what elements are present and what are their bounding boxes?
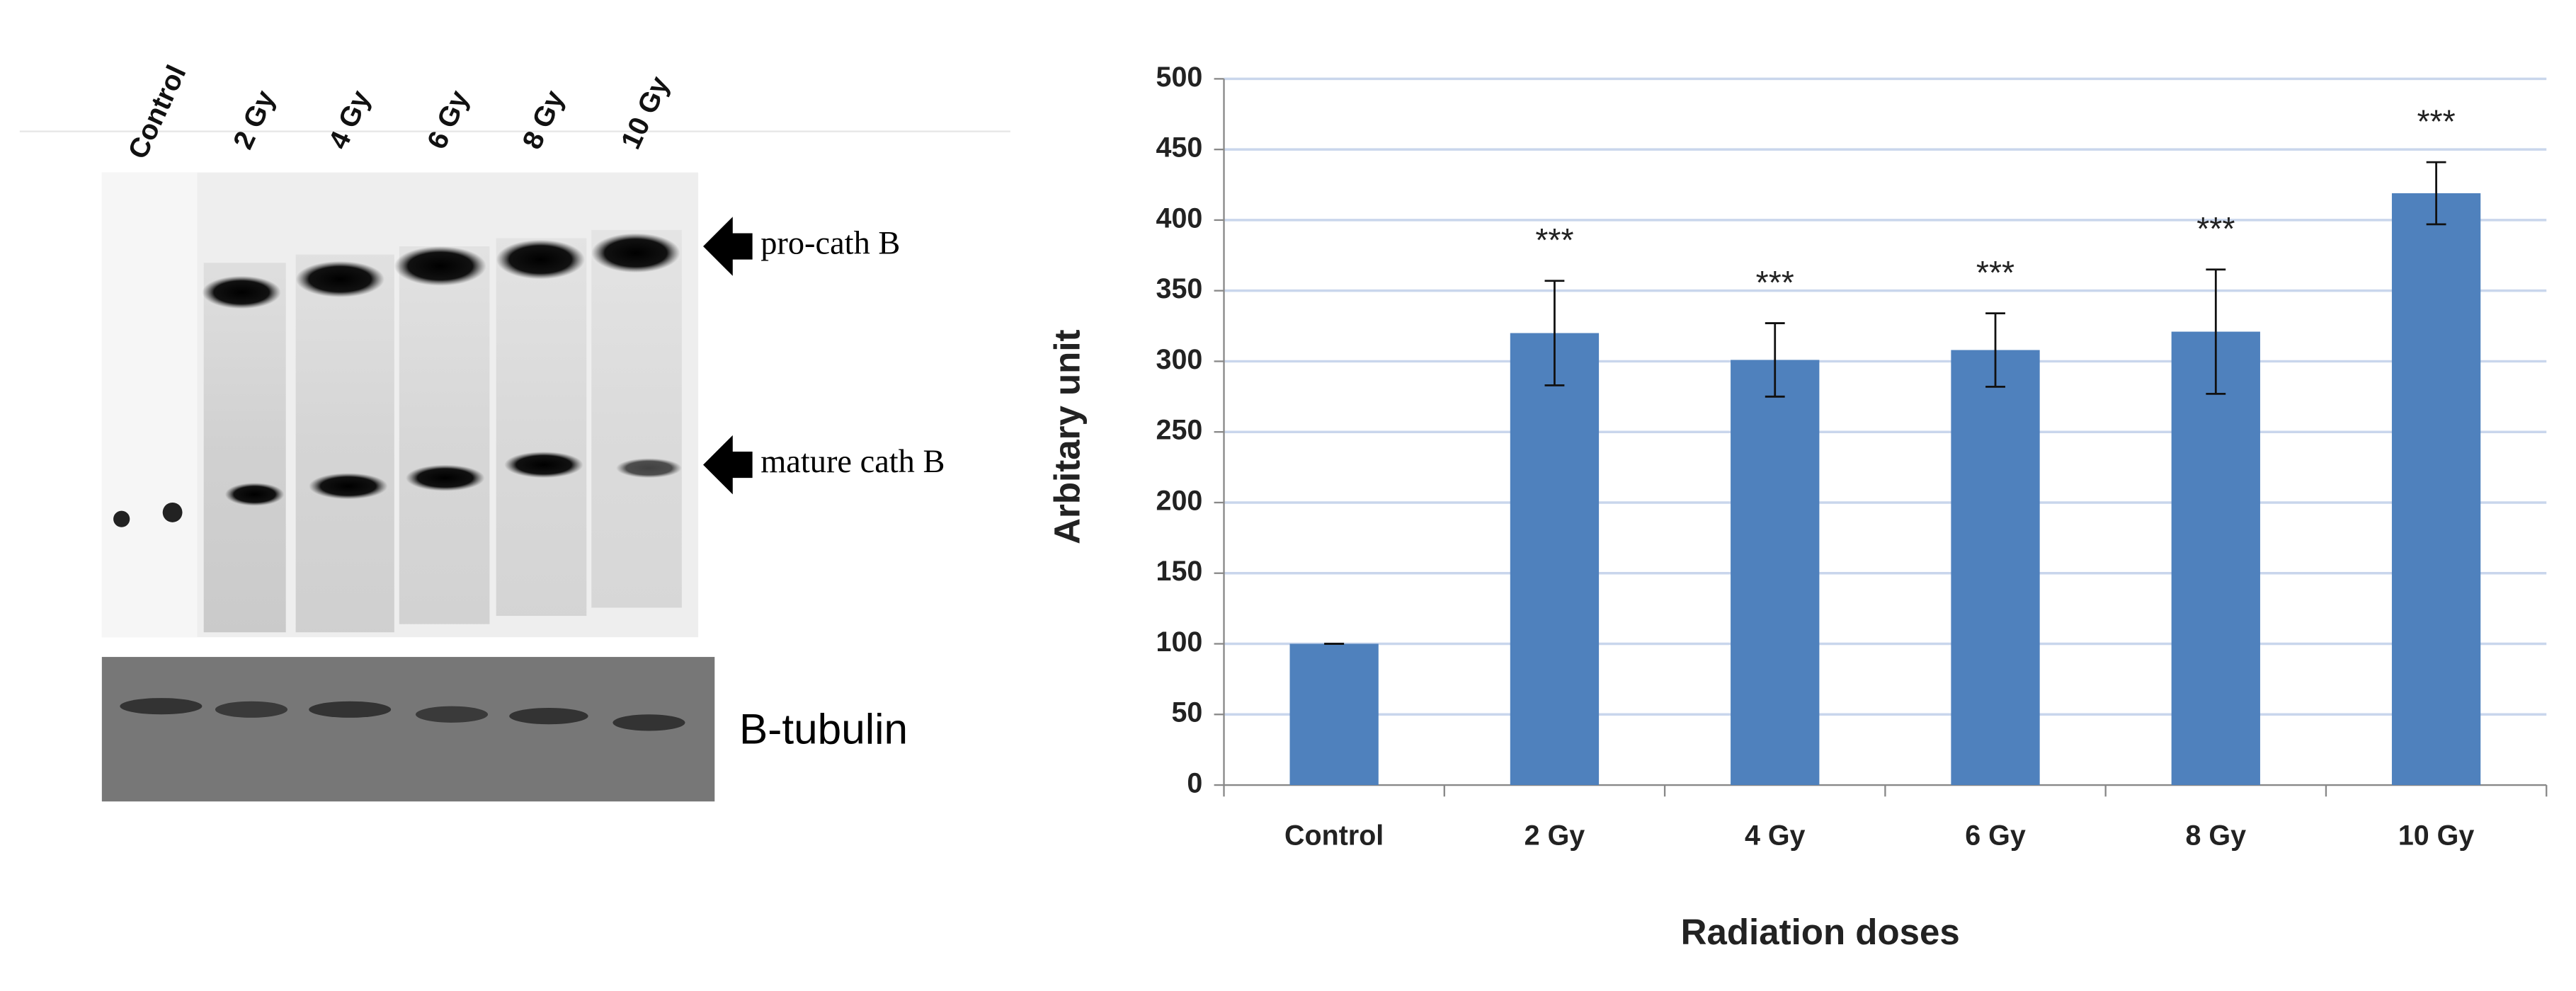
bar xyxy=(2391,193,2481,786)
blot xyxy=(101,172,753,802)
x-axis-label: Radiation doses xyxy=(1681,912,1960,952)
significance-label: *** xyxy=(2196,210,2235,247)
plot-area: 0 50 100 150 200 250 300 350 400 450 500 Control 2 G… xyxy=(1156,62,2548,852)
lane-label: 10 Gy xyxy=(615,71,675,154)
lane-label: 4 Gy xyxy=(323,86,377,154)
significance-label: *** xyxy=(1756,264,1794,301)
y-tick-label: 50 xyxy=(1171,697,1202,728)
significance-label: *** xyxy=(1976,254,2014,291)
y-tick-label: 200 xyxy=(1156,485,1203,516)
loading-control-label: B-tubulin xyxy=(739,705,908,753)
y-tick-label: 250 xyxy=(1156,415,1203,446)
y-tick-label: 450 xyxy=(1156,132,1203,164)
bar xyxy=(1951,350,2040,786)
x-tick-label: 8 Gy xyxy=(2186,820,2247,852)
y-tick-label: 300 xyxy=(1156,344,1203,375)
y-tick-label: 400 xyxy=(1156,202,1203,234)
y-tick-label: 150 xyxy=(1156,556,1203,587)
x-tick-label: 2 Gy xyxy=(1524,820,1585,852)
band-label: mature cath B xyxy=(760,444,945,480)
significance-label: *** xyxy=(1535,222,1573,258)
y-tick-label: 0 xyxy=(1187,767,1202,798)
x-tick-label: Control xyxy=(1284,820,1384,852)
bar xyxy=(1289,643,1379,786)
lane-label: 2 Gy xyxy=(227,86,281,154)
significance-label: *** xyxy=(2417,103,2456,139)
band-label: pro-cath B xyxy=(760,226,900,262)
bar xyxy=(1731,360,1820,786)
lane-label: 8 Gy xyxy=(516,86,570,154)
y-tick-label: 350 xyxy=(1156,273,1203,304)
bar xyxy=(2171,331,2260,786)
x-tick-label: 10 Gy xyxy=(2398,820,2474,852)
x-tick-label: 4 Gy xyxy=(1745,820,1806,852)
y-tick-label: 500 xyxy=(1156,62,1203,93)
y-axis-label: Arbitary unit xyxy=(1047,329,1087,544)
lane-label: Control xyxy=(122,61,192,164)
y-tick-label: 100 xyxy=(1156,626,1203,658)
x-tick-label: 6 Gy xyxy=(1965,820,2026,852)
bar xyxy=(1510,333,1600,786)
lane-label: 6 Gy xyxy=(421,86,475,154)
